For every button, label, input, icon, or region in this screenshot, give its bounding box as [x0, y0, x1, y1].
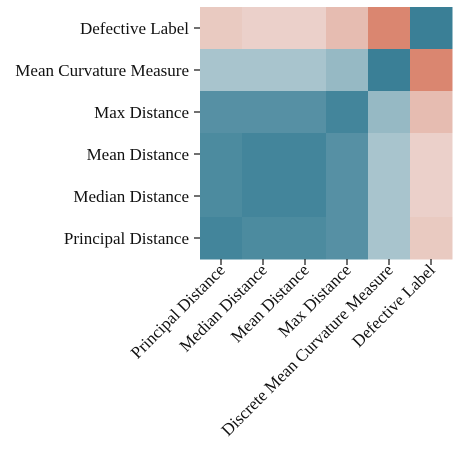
heatmap-cell [326, 133, 369, 176]
heatmap-cell [410, 133, 453, 176]
heatmap-cell [284, 7, 327, 50]
heatmap-cell [410, 49, 453, 92]
heatmap-cell [368, 49, 411, 92]
heatmap-cell [242, 133, 285, 176]
heatmap-cell [326, 175, 369, 218]
heatmap-cell [326, 217, 369, 260]
heatmap-cells [200, 7, 453, 260]
heatmap-cell [242, 217, 285, 260]
heatmap-cell [410, 175, 453, 218]
heatmap-cell [242, 7, 285, 50]
heatmap-cell [284, 49, 327, 92]
y-tick-label: Median Distance [73, 187, 189, 206]
heatmap-cell [368, 217, 411, 260]
heatmap-cell [242, 91, 285, 134]
y-tick-label: Max Distance [94, 103, 189, 122]
heatmap-cell [200, 175, 243, 218]
y-tick-label: Mean Curvature Measure [15, 61, 189, 80]
heatmap-cell [410, 217, 453, 260]
heatmap-cell [368, 133, 411, 176]
heatmap-cell [326, 49, 369, 92]
heatmap-cell [284, 175, 327, 218]
y-axis: Defective Label Mean Curvature Measure Max… [15, 19, 200, 248]
heatmap-cell [284, 217, 327, 260]
heatmap-cell [284, 91, 327, 134]
heatmap-cell [200, 49, 243, 92]
heatmap-cell [326, 91, 369, 134]
heatmap-cell [410, 7, 453, 50]
heatmap-cell [368, 175, 411, 218]
heatmap-cell [200, 91, 243, 134]
heatmap-cell [200, 133, 243, 176]
heatmap-cell [242, 49, 285, 92]
heatmap-cell [410, 91, 453, 134]
heatmap-cell [326, 7, 369, 50]
heatmap-cell [368, 91, 411, 134]
heatmap-cell [242, 175, 285, 218]
heatmap-cell [200, 217, 243, 260]
y-tick-label: Principal Distance [64, 229, 189, 248]
heatmap-cell [368, 7, 411, 50]
heatmap-cell [284, 133, 327, 176]
heatmap-cell [200, 7, 243, 50]
y-tick-label: Defective Label [80, 19, 189, 38]
y-tick-label: Mean Distance [87, 145, 189, 164]
